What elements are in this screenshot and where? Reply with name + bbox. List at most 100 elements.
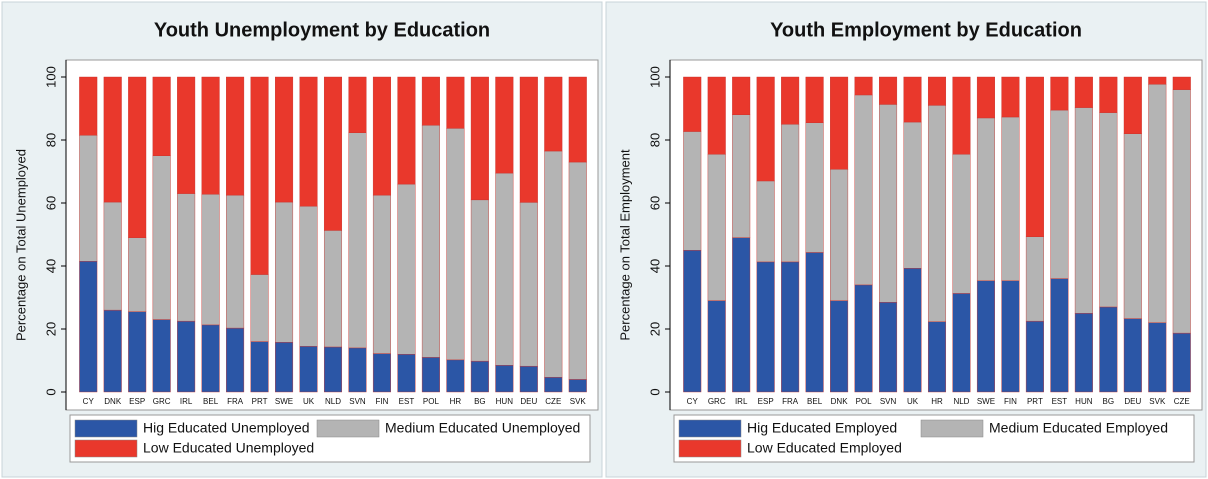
- y-tick-label: 0: [43, 388, 58, 395]
- x-tick-label: HR: [931, 397, 943, 406]
- bar-segment: [544, 76, 563, 152]
- bar-segment: [707, 76, 726, 155]
- x-tick-label: DEU: [520, 397, 537, 406]
- bar-segment: [1025, 76, 1044, 237]
- bar-segment: [854, 76, 873, 96]
- x-tick-label: EST: [1052, 397, 1068, 406]
- bar-segment: [1074, 76, 1093, 108]
- bar-segment: [683, 131, 702, 251]
- bar-segment: [927, 105, 947, 322]
- bar-segment: [128, 76, 147, 238]
- legend-label: Medium Educated Employed: [989, 420, 1168, 436]
- x-tick-label: FRA: [227, 397, 244, 406]
- bar-segment: [781, 261, 800, 393]
- y-axis-label: Percentage on Total Employment: [617, 149, 632, 341]
- bar-segment: [952, 153, 971, 294]
- bar-segment: [348, 347, 367, 393]
- bar-segment: [79, 135, 98, 262]
- chart-title: Youth Employment by Education: [770, 19, 1082, 41]
- bar-segment: [226, 194, 245, 329]
- bar-segment: [250, 76, 269, 275]
- bar-segment: [568, 161, 587, 380]
- legend-swatch: [678, 439, 742, 458]
- bar-segment: [732, 114, 751, 238]
- bar-segment: [79, 261, 98, 393]
- x-tick-label: SVK: [1149, 397, 1166, 406]
- x-tick-label: SVN: [880, 397, 897, 406]
- x-tick-label: UK: [907, 397, 919, 406]
- x-tick-label: ESP: [129, 397, 145, 406]
- bar-segment: [128, 237, 147, 312]
- bar-segment: [1074, 313, 1093, 393]
- x-tick-label: BEL: [807, 397, 823, 406]
- bar-segment: [1099, 112, 1118, 308]
- bar-segment: [1099, 306, 1118, 393]
- y-tick-label: 40: [647, 259, 662, 273]
- y-tick-label: 80: [647, 133, 662, 147]
- bar-segment: [299, 346, 318, 393]
- bar-segment: [275, 201, 294, 343]
- bar-segment: [152, 155, 171, 320]
- x-tick-label: GRC: [708, 397, 726, 406]
- bar-segment: [1001, 116, 1020, 282]
- x-tick-label: HUN: [1075, 397, 1093, 406]
- legend-swatch: [74, 439, 138, 458]
- bar-segment: [397, 183, 416, 355]
- bar-segment: [1123, 133, 1142, 319]
- bar-segment: [177, 320, 196, 393]
- x-tick-label: CY: [687, 397, 699, 406]
- bar-segment: [830, 169, 849, 301]
- y-tick-label: 20: [647, 322, 662, 336]
- bar-segment: [732, 76, 751, 115]
- bar-segment: [903, 268, 922, 393]
- bar-segment: [781, 124, 800, 263]
- bar-segment: [421, 357, 440, 393]
- y-tick-label: 60: [647, 196, 662, 210]
- bar-segment: [177, 76, 196, 194]
- bar-segment: [927, 321, 947, 393]
- bar-segment: [421, 124, 440, 358]
- bar-segment: [568, 76, 587, 163]
- bar-segment: [519, 202, 538, 367]
- bar-segment: [805, 252, 824, 393]
- bar-segment: [519, 76, 538, 203]
- x-tick-label: HUN: [496, 397, 514, 406]
- bar-segment: [1050, 76, 1069, 111]
- x-tick-label: BG: [1103, 397, 1115, 406]
- bar-segment: [1123, 318, 1142, 393]
- bar-segment: [348, 132, 367, 349]
- bar-segment: [1050, 109, 1069, 279]
- x-tick-label: NLD: [325, 397, 341, 406]
- bar-segment: [1099, 76, 1118, 113]
- x-tick-label: GRC: [153, 397, 171, 406]
- bar-segment: [952, 293, 971, 393]
- x-tick-label: DNK: [104, 397, 122, 406]
- x-tick-label: SVN: [349, 397, 366, 406]
- legend-label: Medium Educated Unemployed: [385, 420, 580, 436]
- bar-segment: [275, 76, 294, 203]
- bar-segment: [756, 180, 775, 263]
- bar-segment: [1172, 76, 1191, 90]
- y-axis-label: Percentage on Total Unemployed: [13, 149, 28, 341]
- y-tick-label: 0: [647, 388, 662, 395]
- bar-segment: [201, 76, 220, 195]
- bar-segment: [1074, 107, 1093, 314]
- bar-segment: [128, 311, 147, 393]
- bar-segment: [1025, 320, 1044, 393]
- bar-segment: [397, 354, 416, 393]
- x-tick-label: POL: [856, 397, 873, 406]
- bar-segment: [495, 365, 514, 393]
- y-tick-label: 80: [43, 133, 58, 147]
- bar-segment: [1172, 89, 1191, 334]
- bar-segment: [275, 342, 294, 393]
- legend-swatch: [316, 419, 380, 438]
- bar-segment: [544, 376, 563, 393]
- bar-segment: [1050, 278, 1069, 393]
- y-tick-label: 100: [43, 66, 58, 88]
- bar-segment: [1172, 332, 1191, 393]
- bar-segment: [976, 280, 995, 393]
- bar-segment: [544, 150, 563, 378]
- legend-label: Hig Educated Employed: [747, 420, 897, 436]
- x-tick-label: BEL: [203, 397, 219, 406]
